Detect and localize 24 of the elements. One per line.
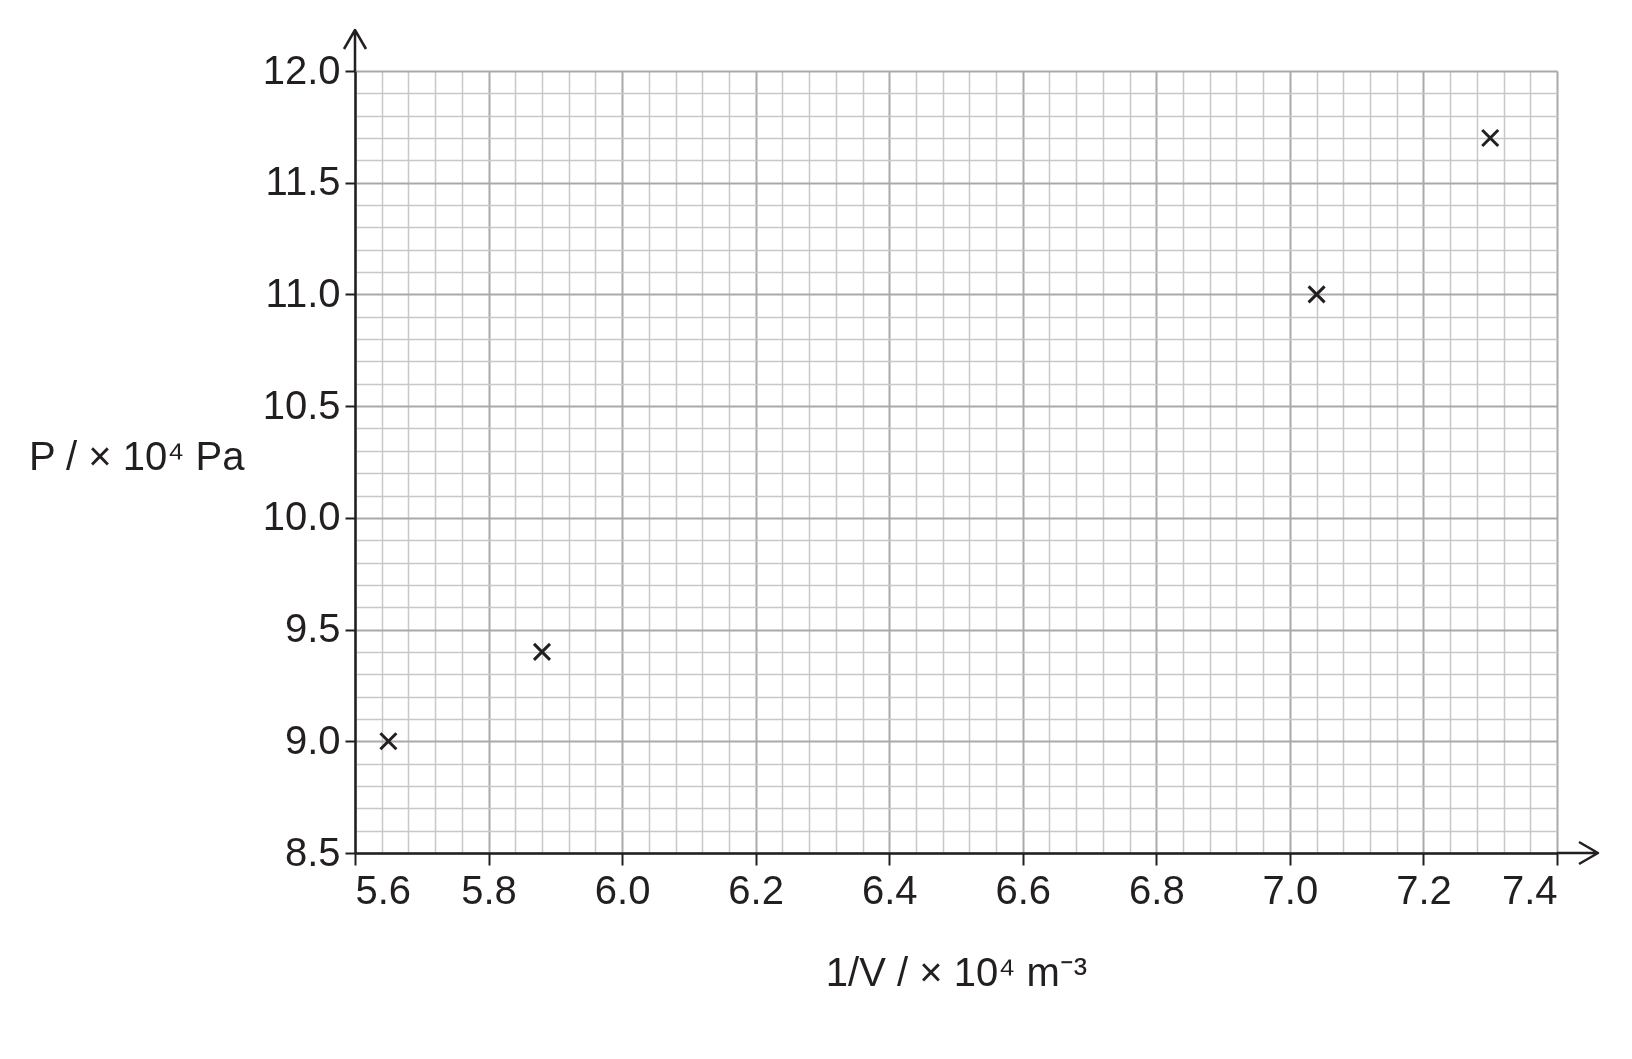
y-tick-label: 12.0	[262, 47, 341, 92]
x-tick-label: 5.8	[461, 867, 517, 912]
y-tick-label: 11.5	[265, 159, 341, 204]
x-tick-label: 5.6	[355, 867, 412, 912]
x-tick-label: 6.8	[1129, 867, 1185, 912]
x-tick-label: 6.0	[594, 867, 651, 912]
x-axis-title: 1/V / × 10⁴ m⁻³	[825, 949, 1088, 994]
y-tick-label: 8.5	[284, 829, 341, 874]
x-tick-label: 6.4	[861, 867, 918, 912]
point	[532, 642, 552, 662]
y-tick-label: 11.0	[265, 270, 341, 315]
x-tick-label: 6.6	[995, 867, 1052, 912]
x-tick-label: 7.4	[1501, 867, 1558, 912]
y-tick-label: 10.5	[262, 382, 341, 427]
y-tick-label: 9.5	[284, 606, 341, 651]
y-tick-label: 9.0	[284, 717, 341, 762]
point	[1480, 128, 1500, 148]
point	[1307, 284, 1327, 304]
y-axis-title: P / × 10⁴ Pa	[29, 433, 246, 478]
x-tick-label: 7.0	[1262, 867, 1319, 912]
x-tick-label: 7.2	[1396, 867, 1452, 912]
x-tick-label: 6.2	[728, 867, 784, 912]
y-tick-label: 10.0	[262, 494, 341, 539]
point	[378, 731, 398, 751]
